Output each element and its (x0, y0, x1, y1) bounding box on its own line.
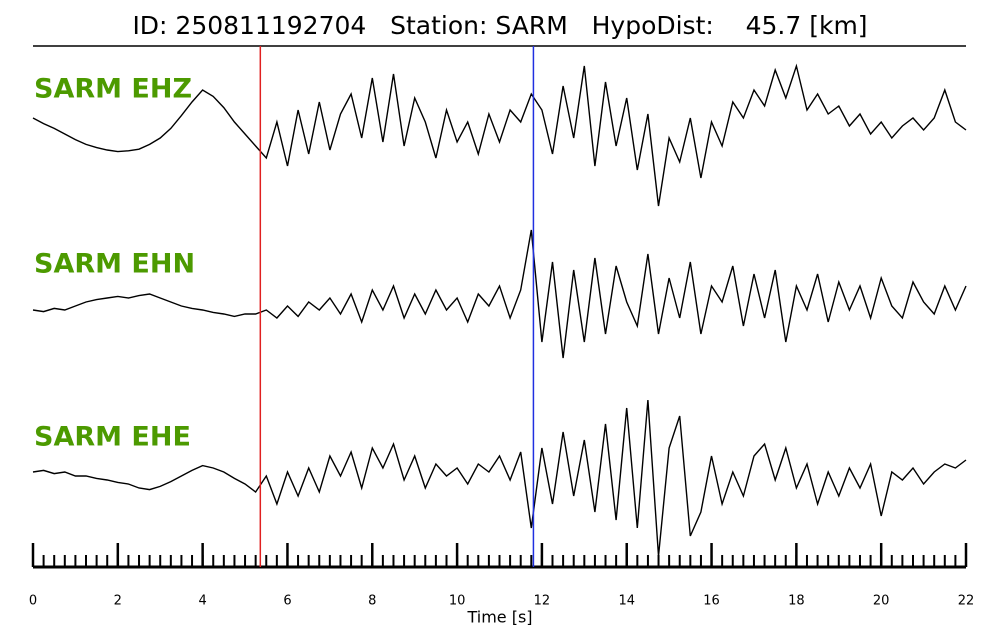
x-tick-label: 12 (534, 594, 551, 609)
x-tick-label: 4 (198, 594, 206, 609)
trace (32, 63, 967, 207)
x-tick-label: 2 (114, 594, 122, 609)
trace (32, 399, 967, 557)
x-tick-label: 20 (873, 594, 890, 609)
x-tick-label: 10 (449, 594, 466, 609)
x-tick-label: 16 (703, 594, 720, 609)
x-tick-label: 14 (618, 594, 635, 609)
chart-title: ID: 250811192704 Station: SARM HypoDist:… (132, 11, 867, 40)
x-tick-label: 18 (788, 594, 805, 609)
trace-label: SARM EHZ (34, 74, 192, 105)
x-tick-label: 0 (29, 594, 37, 609)
x-tick-label: 22 (958, 594, 975, 609)
trace-label: SARM EHE (34, 422, 191, 453)
trace-label: SARM EHN (34, 249, 195, 280)
trace (32, 229, 967, 359)
x-tick-label: 6 (283, 594, 291, 609)
x-axis-label: Time [s] (466, 608, 532, 627)
x-tick-label: 8 (368, 594, 376, 609)
